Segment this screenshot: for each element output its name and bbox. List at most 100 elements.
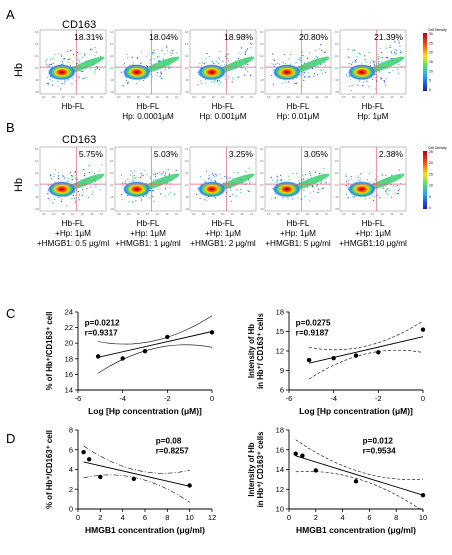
event-dot — [132, 177, 134, 179]
event-dot — [100, 38, 102, 40]
y-tick-label: 10² — [260, 207, 264, 211]
event-dot — [228, 60, 230, 62]
density-core — [347, 181, 376, 198]
panel-caption: +Hp: 1μM — [280, 229, 316, 238]
event-dot — [312, 185, 314, 187]
event-dot — [366, 80, 368, 82]
event-dot — [159, 172, 161, 174]
row-a-panel-1: 18.31%10¹ 10² 10³ 10⁴ 10⁵ 10⁶ 10⁷10⁷10⁶10⁵10⁴1… — [35, 29, 107, 111]
row-a-panel-4: 20.80%10¹ 10² 10³ 10⁴ 10⁵ 10⁶ 10⁷10⁷10⁶10⁵10⁴1… — [260, 29, 332, 121]
event-dot — [401, 51, 403, 53]
event-dot — [315, 56, 317, 58]
event-dot — [302, 55, 304, 57]
event-dot — [325, 64, 327, 66]
event-dot — [140, 172, 142, 174]
event-dot — [161, 50, 163, 52]
event-dot — [79, 53, 81, 55]
event-dot — [63, 58, 65, 61]
event-dot — [355, 59, 357, 61]
chart-d1: 0 2 4 6 8 10 12 0 2 4 6 8 HMGB1 concentration (μg/ml… — [45, 426, 216, 536]
event-dot — [84, 53, 86, 55]
colorbar-tick: 15 — [429, 60, 433, 64]
panel-caption: Hp: 0.0001μM — [122, 112, 174, 121]
event-dot — [247, 189, 249, 191]
event-dot — [79, 61, 81, 63]
event-dot — [213, 176, 215, 178]
event-dot — [169, 191, 171, 193]
y-tick-label: 10³ — [110, 78, 114, 82]
x-tick-label: 10⁶ — [165, 95, 169, 99]
y-tick-label: 10⁷ — [260, 30, 264, 34]
flow-row-a: 18.31%10¹ 10² 10³ 10⁴ 10⁵ 10⁶ 10⁷10⁷10⁶10⁵10⁴1… — [35, 29, 407, 121]
event-dot — [373, 196, 375, 198]
event-dot — [82, 189, 84, 191]
colorbar-tick: 20 — [429, 51, 433, 55]
event-dot — [347, 196, 349, 199]
event-dot — [57, 177, 59, 179]
y-tick-label: 10² — [260, 90, 264, 94]
data-point — [86, 457, 92, 462]
event-dot — [52, 202, 54, 204]
event-dot — [149, 59, 151, 61]
event-dot — [389, 45, 391, 47]
event-dot — [398, 169, 400, 171]
event-dot — [374, 61, 376, 63]
event-dot — [231, 81, 233, 83]
event-dot — [392, 185, 394, 187]
event-dot — [145, 195, 147, 197]
event-dot — [381, 173, 383, 175]
event-dot — [223, 64, 225, 66]
event-dot — [249, 182, 251, 184]
event-dot — [160, 174, 162, 176]
event-dot — [297, 197, 299, 199]
event-dot — [197, 84, 199, 86]
event-dot — [153, 173, 155, 175]
event-dot — [372, 195, 374, 197]
y-tick-label: 10⁶ — [260, 42, 264, 46]
event-dot — [380, 78, 382, 80]
row-a-panel-3: 18.98%10¹ 10² 10³ 10⁴ 10⁵ 10⁶ 10⁷10⁷10⁶10⁵10⁴1… — [185, 29, 257, 121]
event-dot — [371, 78, 374, 80]
y-tick-label: 10² — [185, 207, 189, 211]
event-dot — [312, 191, 314, 193]
event-dot — [46, 76, 49, 78]
event-dot — [313, 75, 315, 77]
data-point — [420, 327, 426, 332]
event-dot — [354, 60, 356, 62]
event-dot — [365, 61, 367, 63]
x-tick-label: 10⁶ — [390, 95, 394, 99]
x-tick-label: 10⁶ — [240, 95, 244, 99]
confidence-band — [309, 320, 424, 351]
event-dot — [235, 189, 237, 191]
event-dot — [398, 42, 400, 44]
x-tick-label: -6 — [286, 394, 293, 403]
event-dot — [132, 62, 134, 64]
event-dot — [272, 58, 274, 60]
colorbar-tick: 20 — [429, 161, 433, 165]
x-tick-label: 10⁷ — [250, 212, 254, 216]
y-tick-label: 10² — [335, 90, 339, 94]
event-dot — [355, 61, 357, 63]
y-tick-label: 10⁴ — [110, 183, 114, 187]
event-dot — [250, 74, 252, 76]
event-dot — [67, 180, 69, 182]
event-dot — [47, 184, 49, 186]
x-tick-label: 8 — [394, 513, 398, 522]
event-dot — [229, 189, 232, 191]
x-tick-label: 0 — [76, 513, 80, 522]
density-band — [215, 173, 255, 191]
event-dot — [70, 50, 72, 52]
event-dot — [99, 189, 101, 191]
event-dot — [395, 192, 397, 194]
event-dot — [379, 197, 381, 199]
event-dot — [131, 56, 133, 58]
event-dot — [378, 61, 380, 63]
event-dot — [294, 82, 296, 84]
x-tick-label: 10⁷ — [175, 212, 179, 216]
event-dot — [130, 170, 132, 172]
data-point — [376, 350, 381, 355]
event-dot — [87, 196, 89, 198]
event-dot — [136, 82, 138, 85]
event-dot — [389, 46, 391, 49]
